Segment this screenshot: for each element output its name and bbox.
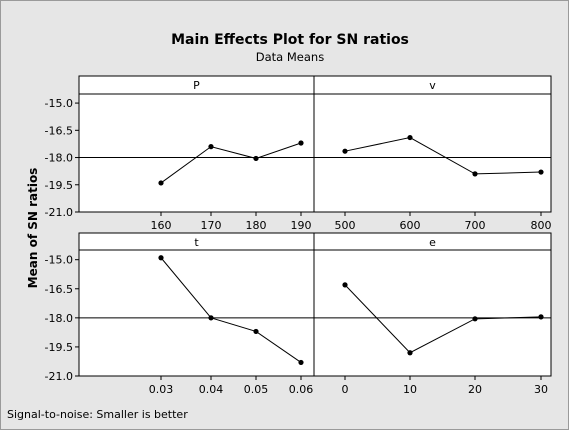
panel-plot-area-t — [78, 249, 315, 377]
x-tick-label: 0.05 — [244, 383, 269, 396]
data-point — [158, 255, 164, 261]
y-tick-label: -19.5 — [45, 179, 73, 192]
series-line-t — [160, 257, 302, 363]
y-tick-label: -16.5 — [45, 124, 73, 137]
x-tick-label: 190 — [291, 219, 312, 232]
y-tick-label: -18.0 — [45, 152, 73, 165]
x-tick-label: 700 — [465, 219, 486, 232]
data-point — [208, 144, 214, 150]
footer-note: Signal-to-noise: Smaller is better — [7, 408, 188, 421]
series-line-e — [344, 284, 542, 354]
panel-header-label: v — [429, 79, 436, 92]
panel-header-label: e — [429, 236, 436, 249]
data-point — [342, 148, 348, 154]
x-tick-label: 30 — [534, 383, 548, 396]
panel-header-label: P — [193, 79, 200, 92]
y-axis-label: Mean of SN ratios — [26, 168, 40, 289]
x-tick-label: 0.03 — [149, 383, 174, 396]
y-tick-label: -19.5 — [45, 341, 73, 354]
series-line-v — [344, 137, 542, 175]
x-tick-label: 0.04 — [199, 383, 224, 396]
data-point — [253, 155, 259, 162]
data-point — [298, 140, 304, 146]
data-point — [538, 169, 544, 175]
panel-plot-area-e — [313, 249, 552, 377]
data-point — [407, 134, 413, 141]
data-point — [407, 350, 413, 356]
x-tick-label: 10 — [403, 383, 417, 396]
x-tick-label: 0 — [342, 383, 349, 396]
panel-plot-area-v — [313, 93, 552, 213]
chart-subtitle: Data Means — [256, 50, 324, 64]
data-point — [158, 180, 164, 186]
data-point — [253, 328, 259, 335]
x-tick-label: 20 — [468, 383, 482, 396]
x-tick-label: 600 — [400, 219, 421, 232]
x-tick-label: 0.06 — [289, 383, 314, 396]
data-point — [208, 315, 214, 321]
x-tick-label: 160 — [151, 219, 172, 232]
y-tick-label: -21.0 — [45, 370, 73, 383]
data-point — [342, 282, 348, 288]
y-tick-label: -15.0 — [45, 97, 73, 110]
panel-plot-area-P — [78, 93, 315, 213]
y-tick-label: -18.0 — [45, 312, 73, 325]
data-point — [472, 316, 478, 322]
x-tick-label: 170 — [201, 219, 222, 232]
x-tick-label: 180 — [246, 219, 267, 232]
panel-header-label: t — [194, 236, 199, 249]
plot-panels: P -15.0 -16.5 -18.0 -19.5 -21.0 160 170 180 190 v 5… — [45, 75, 552, 396]
data-point — [472, 171, 478, 177]
data-point — [538, 314, 544, 320]
x-tick-label: 500 — [335, 219, 356, 232]
x-tick-label: 800 — [531, 219, 552, 232]
series-line-P — [160, 142, 302, 184]
chart-title: Main Effects Plot for SN ratios — [171, 32, 409, 48]
data-point — [298, 359, 304, 366]
y-tick-label: -16.5 — [45, 283, 73, 296]
y-tick-label: -15.0 — [45, 254, 73, 267]
y-tick-label: -21.0 — [45, 206, 73, 219]
